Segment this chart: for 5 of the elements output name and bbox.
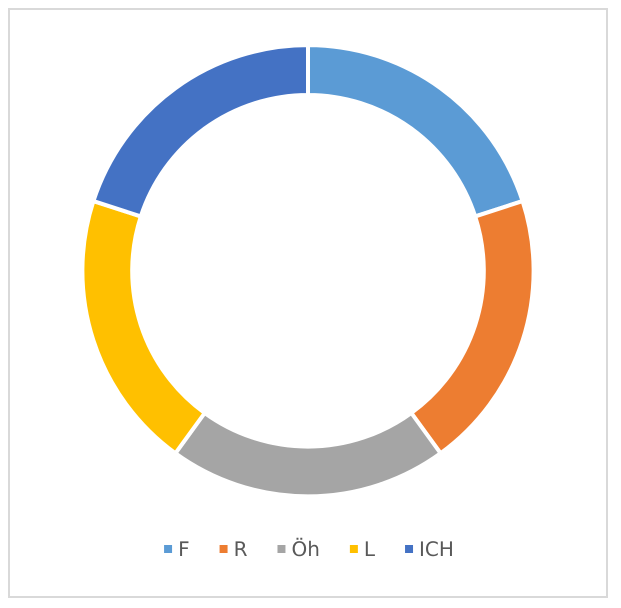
legend-label: L <box>364 537 376 561</box>
legend-label: R <box>234 537 248 561</box>
legend-label: Öh <box>291 537 320 561</box>
legend-label: F <box>178 537 190 561</box>
legend-label: ICH <box>419 537 454 561</box>
